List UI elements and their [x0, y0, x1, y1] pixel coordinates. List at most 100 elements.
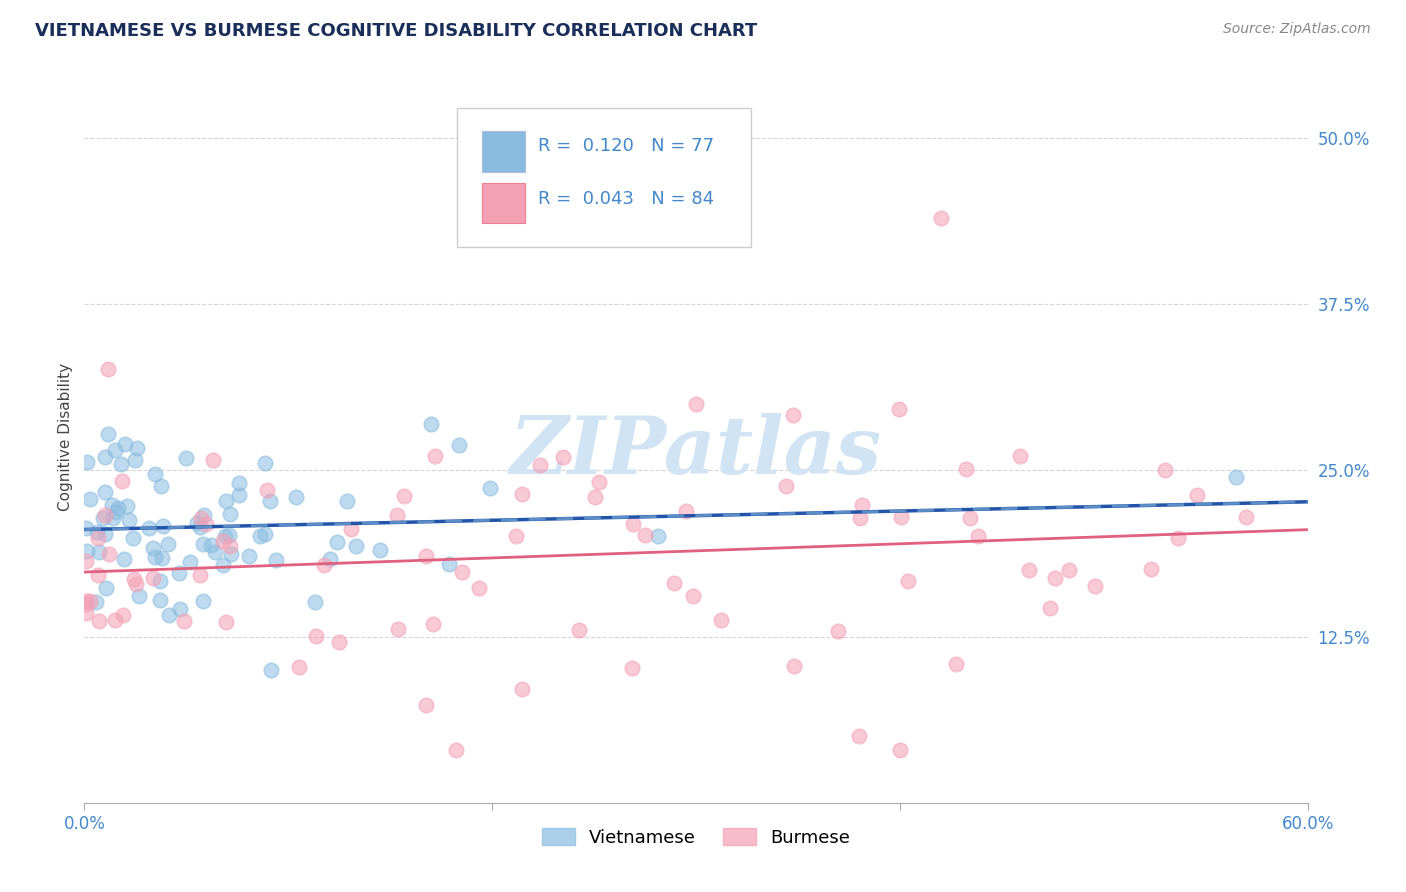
Point	[621, 661, 644, 675]
Text: VIETNAMESE VS BURMESE COGNITIVE DISABILITY CORRELATION CHART: VIETNAMESE VS BURMESE COGNITIVE DISABILI…	[35, 22, 758, 40]
Point	[959, 511, 981, 525]
FancyBboxPatch shape	[482, 131, 524, 171]
Point	[254, 527, 277, 541]
Point	[101, 499, 124, 513]
Point	[1084, 579, 1107, 593]
Point	[75, 554, 97, 568]
Point	[305, 628, 328, 642]
Point	[150, 550, 173, 565]
Point	[1185, 487, 1208, 501]
Point	[451, 566, 474, 580]
Legend: Vietnamese, Burmese: Vietnamese, Burmese	[533, 819, 859, 856]
Y-axis label: Cognitive Disability: Cognitive Disability	[58, 363, 73, 511]
Point	[420, 417, 443, 431]
Point	[75, 597, 97, 611]
Point	[150, 479, 173, 493]
Point	[112, 552, 135, 566]
Point	[169, 602, 191, 616]
Point	[505, 529, 527, 543]
Point	[510, 682, 533, 697]
Point	[98, 547, 121, 561]
Point	[775, 479, 797, 493]
Point	[97, 362, 120, 376]
Point	[96, 582, 118, 596]
Point	[215, 615, 238, 630]
Point	[422, 617, 444, 632]
Point	[955, 462, 977, 476]
Point	[260, 663, 283, 677]
Point	[682, 589, 704, 603]
Text: Source: ZipAtlas.com: Source: ZipAtlas.com	[1223, 22, 1371, 37]
Point	[204, 545, 226, 559]
Point	[553, 450, 575, 464]
Point	[662, 576, 685, 591]
Point	[104, 613, 127, 627]
Point	[173, 614, 195, 628]
Point	[336, 494, 359, 508]
Point	[76, 455, 98, 469]
FancyBboxPatch shape	[482, 183, 524, 224]
Point	[288, 660, 311, 674]
Point	[1167, 531, 1189, 545]
Point	[304, 595, 326, 609]
Point	[851, 498, 873, 512]
Point	[889, 742, 911, 756]
Point	[328, 635, 350, 649]
Point	[783, 658, 806, 673]
Point	[827, 624, 849, 639]
FancyBboxPatch shape	[457, 108, 751, 247]
Point	[1139, 562, 1161, 576]
Point	[945, 657, 967, 671]
Point	[193, 508, 215, 523]
Point	[647, 529, 669, 543]
Point	[142, 571, 165, 585]
Point	[128, 589, 150, 603]
Point	[529, 458, 551, 473]
Point	[685, 397, 707, 411]
Point	[588, 475, 610, 489]
Point	[104, 505, 127, 519]
Point	[75, 594, 97, 608]
Point	[93, 450, 115, 464]
Point	[174, 450, 197, 465]
Point	[253, 456, 276, 470]
Point	[967, 529, 990, 543]
Point	[200, 539, 222, 553]
Point	[138, 521, 160, 535]
Point	[193, 594, 215, 608]
Point	[186, 516, 208, 531]
Point	[1008, 449, 1031, 463]
Point	[897, 574, 920, 588]
Point	[1225, 470, 1247, 484]
Point	[326, 535, 349, 549]
Point	[75, 521, 97, 535]
Point	[84, 595, 107, 609]
Point	[91, 511, 114, 525]
Point	[510, 487, 533, 501]
Point	[314, 558, 336, 572]
Point	[387, 622, 409, 636]
Point	[218, 528, 240, 542]
Point	[1039, 601, 1062, 615]
Point	[214, 529, 236, 543]
Point	[157, 537, 180, 551]
Point	[94, 508, 117, 522]
Point	[152, 519, 174, 533]
Point	[479, 481, 502, 495]
Point	[1043, 571, 1066, 585]
Point	[228, 488, 250, 502]
Point	[89, 614, 111, 628]
Point	[94, 527, 117, 541]
Point	[79, 491, 101, 506]
Point	[368, 543, 391, 558]
Point	[449, 437, 471, 451]
Point	[621, 517, 644, 532]
Point	[86, 524, 108, 539]
Point	[179, 555, 201, 569]
Point	[468, 581, 491, 595]
Point	[104, 443, 127, 458]
Point	[212, 558, 235, 572]
Point	[219, 539, 242, 553]
Point	[264, 553, 287, 567]
Point	[344, 539, 367, 553]
